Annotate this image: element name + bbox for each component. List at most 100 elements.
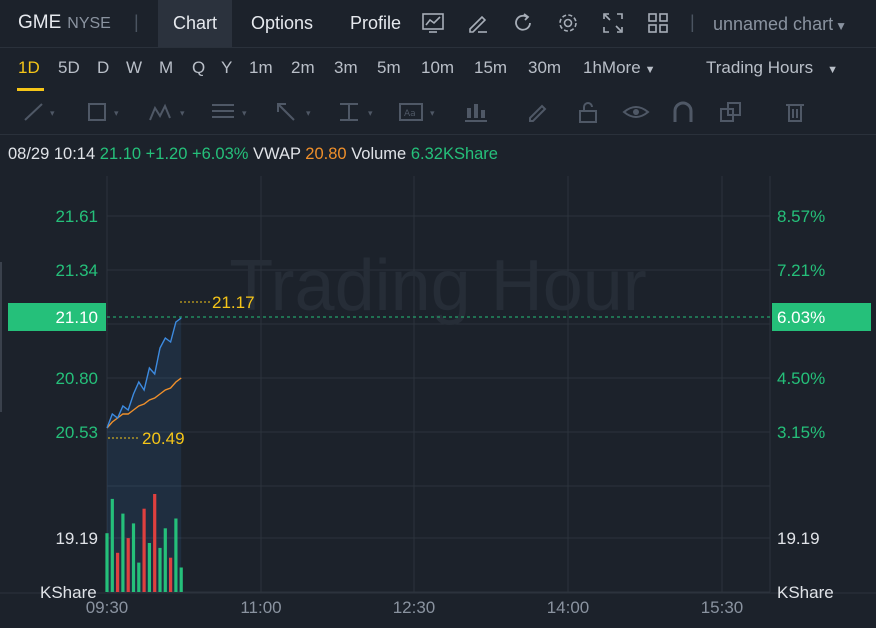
low-label: 20.49	[142, 429, 185, 448]
period-y[interactable]: Y	[221, 58, 233, 77]
svg-text:▾: ▾	[114, 109, 119, 119]
period-more-dropdown[interactable]: 1hMore ▼	[583, 58, 656, 78]
arrow-icon[interactable]: ▾	[274, 100, 314, 130]
volume-unit-right: KShare	[777, 583, 834, 602]
vwap-series-line	[106, 377, 182, 429]
period-5d[interactable]: 5D	[58, 58, 80, 77]
magnet-icon[interactable]	[671, 100, 697, 130]
volume-bar	[116, 552, 120, 592]
pct-tick-label: 3.15%	[777, 423, 825, 442]
period-15m[interactable]: 15m	[474, 58, 508, 77]
period-2m[interactable]: 2m	[291, 58, 315, 77]
y-tick-label: 20.53	[55, 423, 98, 442]
settings-icon[interactable]	[555, 11, 581, 37]
chevron-down-icon: ▼	[835, 19, 847, 33]
trendline-icon[interactable]: ▾	[22, 100, 58, 130]
period-m[interactable]: M	[159, 58, 174, 77]
symbol-label[interactable]: GME NYSE	[18, 12, 111, 34]
svg-text:▾: ▾	[242, 109, 247, 119]
eye-icon[interactable]	[622, 100, 650, 130]
period-10m[interactable]: 10m	[421, 58, 455, 77]
draw-icon[interactable]	[465, 11, 491, 37]
session-dropdown[interactable]: Trading Hours ▼	[706, 58, 838, 78]
period-1m[interactable]: 1m	[249, 58, 273, 77]
tab-profile[interactable]: Profile	[350, 13, 402, 33]
quote-change-pct: +6.03%	[192, 145, 249, 163]
period-1d[interactable]: 1D	[18, 58, 40, 77]
refresh-icon[interactable]	[510, 11, 536, 37]
volume-bar	[121, 513, 125, 592]
pct-tick-label: 7.21%	[777, 261, 825, 280]
toolbar-separator-2: |	[690, 12, 695, 32]
volume-bar	[142, 508, 146, 592]
pct-tick-label: 4.50%	[777, 369, 825, 388]
x-tick-label: 15:30	[701, 598, 744, 617]
lock-icon[interactable]	[576, 100, 602, 130]
pencil-icon[interactable]	[526, 100, 552, 130]
symbol: GME	[18, 12, 62, 33]
svg-text:▾: ▾	[368, 109, 373, 119]
x-tick-label: 12:30	[393, 598, 436, 617]
volume-tick-right: 19.19	[777, 529, 820, 548]
fullscreen-icon[interactable]	[600, 11, 626, 37]
volume-bar	[179, 567, 183, 592]
chevron-down-icon: ▼	[644, 64, 656, 76]
volume-bar	[147, 543, 151, 592]
volume-bar	[169, 557, 173, 592]
volume-bar	[137, 562, 141, 592]
period-30m[interactable]: 30m	[528, 58, 562, 77]
svg-text:▾: ▾	[50, 109, 55, 119]
high-label: 21.17	[212, 293, 255, 312]
y-tick-label: 21.34	[55, 261, 98, 280]
current-pct-badge-text: 6.03%	[777, 308, 825, 327]
period-bar: 1D 5D D W M Q Y 1m 2m 3m 5m 10m 15m 30m …	[0, 48, 876, 92]
layout-grid-icon[interactable]	[645, 11, 671, 37]
period-5m[interactable]: 5m	[377, 58, 401, 77]
quote-info-line: 08/29 10:14 21.10 +1.20 +6.03% VWAP 20.8…	[8, 145, 498, 164]
trash-icon[interactable]	[783, 100, 809, 130]
tab-chart[interactable]: Chart	[158, 0, 233, 47]
chart-name-dropdown[interactable]: unnamed chart ▼	[713, 14, 847, 35]
volume-bar	[174, 518, 178, 592]
pattern-icon[interactable]: ▾	[148, 100, 188, 130]
tab-options[interactable]: Options	[251, 13, 314, 33]
period-q[interactable]: Q	[192, 58, 206, 77]
current-pct-badge	[772, 303, 871, 331]
label-icon[interactable]: Aa ▾	[398, 100, 438, 130]
volume-bar	[131, 523, 136, 592]
svg-text:▾: ▾	[180, 109, 185, 119]
x-tick-label: 11:00	[240, 598, 281, 617]
rectangle-icon[interactable]: ▾	[86, 100, 122, 130]
volume-label: Volume	[351, 145, 407, 163]
toolbar-separator: |	[134, 12, 139, 32]
volume-bar	[126, 538, 130, 592]
period-more-label: More	[601, 58, 641, 77]
x-tick-label: 14:00	[547, 598, 590, 617]
current-price-badge-text: 21.10	[55, 308, 98, 327]
exchange: NYSE	[67, 15, 111, 32]
period-3m[interactable]: 3m	[334, 58, 358, 77]
period-1h: 1h	[583, 58, 602, 77]
text-marker-icon[interactable]: ▾	[336, 100, 376, 130]
quote-price: 21.10	[99, 145, 142, 163]
chevron-down-icon: ▼	[827, 64, 838, 76]
left-edge-handle[interactable]	[0, 262, 2, 412]
indicator-icon[interactable]	[463, 100, 489, 130]
volume-bar	[158, 547, 162, 592]
active-period-indicator	[17, 88, 44, 91]
line-chart-icon[interactable]	[420, 11, 446, 37]
volume-unit-left: KShare	[40, 583, 97, 602]
price-series-line	[106, 317, 182, 429]
y-tick-label: 21.61	[55, 207, 98, 226]
watermark-text: Trading Hour	[229, 246, 647, 326]
period-d[interactable]: D	[97, 58, 110, 77]
volume-value: 6.32KShare	[410, 145, 498, 163]
quote-datetime: 08/29 10:14	[8, 145, 96, 163]
fib-icon[interactable]: ▾	[210, 100, 250, 130]
copy-icon[interactable]	[718, 100, 744, 130]
volume-tick-left: 19.19	[55, 529, 98, 548]
pct-tick-label: 8.57%	[777, 207, 825, 226]
volume-bar	[153, 494, 157, 592]
period-w[interactable]: W	[126, 58, 143, 77]
